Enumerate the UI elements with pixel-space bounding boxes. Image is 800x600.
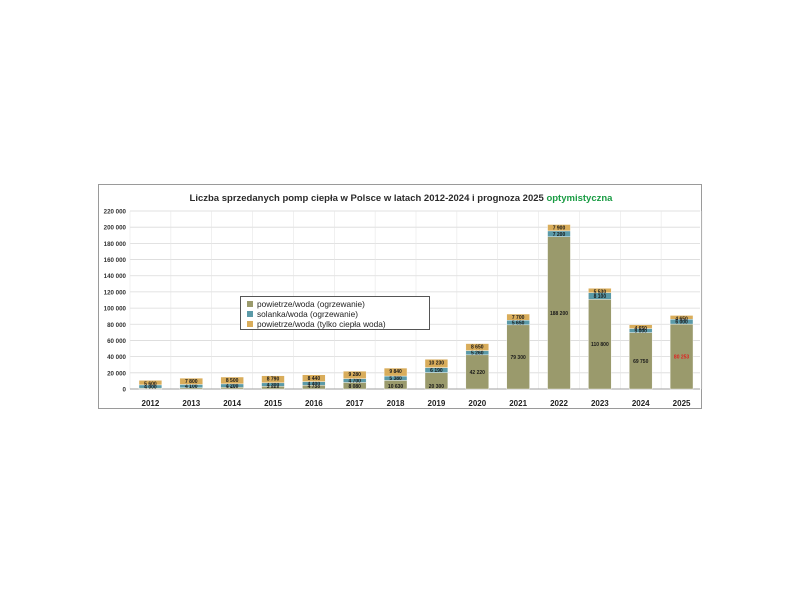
data-label: 4 200 <box>226 384 239 390</box>
data-label: 4 650 <box>675 316 688 322</box>
data-label: 7 900 <box>553 226 566 232</box>
data-label: 7 800 <box>185 379 198 385</box>
data-label: 10 630 <box>388 384 404 390</box>
x-tick-label: 2015 <box>264 399 282 408</box>
chart-title-accent: optymistyczna <box>546 193 613 204</box>
legend-item-cwu: powietrze/woda (tylko ciepła woda) <box>247 319 423 329</box>
legend-label-solanka-woda: solanka/woda (ogrzewanie) <box>257 309 359 319</box>
y-tick-label: 20 000 <box>107 370 126 377</box>
data-label: 110 800 <box>591 342 609 348</box>
data-label: 5 380 <box>389 376 402 382</box>
data-label: 4 650 <box>634 326 647 332</box>
y-tick-label: 120 000 <box>104 289 127 296</box>
data-label: 79 300 <box>510 355 526 361</box>
data-label: 5 000 <box>634 329 647 335</box>
bar-segment <box>138 380 163 386</box>
y-tick-label: 180 000 <box>104 241 127 248</box>
data-label: 69 750 <box>633 359 649 365</box>
x-tick-label: 2022 <box>550 399 568 408</box>
y-tick-label: 60 000 <box>107 338 126 345</box>
data-label: 4 000 <box>144 385 157 391</box>
y-tick-label: 40 000 <box>107 354 126 361</box>
legend-swatch-cwu <box>247 321 253 327</box>
legend-swatch-solanka-woda <box>247 311 253 317</box>
data-label: 4 730 <box>308 384 321 390</box>
data-label: 4 700 <box>348 379 361 385</box>
x-tick-label: 2013 <box>182 399 200 408</box>
legend-item-solanka-woda: solanka/woda (ogrzewanie) <box>247 309 423 319</box>
data-label: 8 790 <box>267 377 280 383</box>
data-label: 20 300 <box>429 384 445 390</box>
chart-title-main: Liczba sprzedanych pomp ciepła w Polsce … <box>189 193 547 204</box>
data-label: 5 530 <box>594 289 607 295</box>
y-tick-label: 0 <box>123 387 127 394</box>
x-tick-label: 2016 <box>305 399 323 408</box>
data-label: 5 260 <box>471 351 484 357</box>
x-tick-label: 2020 <box>468 399 486 408</box>
bar-segment <box>669 315 694 320</box>
bar-segment <box>465 343 489 351</box>
legend-label-powietrze-woda: powietrze/woda (ogrzewanie) <box>257 299 365 309</box>
bar-segment <box>506 313 530 321</box>
bar-segment <box>261 375 285 384</box>
legend-label-cwu: powietrze/woda (tylko ciepła woda) <box>257 319 386 329</box>
data-label: 8 080 <box>348 384 361 390</box>
data-label: 42 220 <box>470 370 486 376</box>
y-tick-label: 140 000 <box>104 273 127 280</box>
x-tick-label: 2021 <box>509 399 527 408</box>
y-tick-label: 220 000 <box>104 209 127 216</box>
data-label: 5 650 <box>512 321 525 327</box>
x-tick-label: 2025 <box>673 399 691 408</box>
data-label: 8 440 <box>308 376 321 382</box>
chart-legend: powietrze/woda (ogrzewanie) solanka/woda… <box>240 296 430 330</box>
y-tick-label: 200 000 <box>104 225 127 232</box>
x-tick-label: 2017 <box>346 399 364 408</box>
data-label: 7 700 <box>512 315 525 321</box>
bar-segment <box>179 377 203 385</box>
y-tick-label: 100 000 <box>104 306 127 313</box>
data-label: 188 200 <box>550 311 568 317</box>
data-label: 3 320 <box>267 384 280 390</box>
data-label: 9 280 <box>348 372 361 378</box>
data-label: 10 230 <box>429 360 445 366</box>
x-tick-label: 2023 <box>591 399 609 408</box>
bar-segment <box>343 370 367 379</box>
data-label: 8 650 <box>471 345 484 351</box>
data-label: 6 000 <box>675 320 688 326</box>
bar-segment <box>383 367 408 377</box>
bar-segment <box>547 224 571 232</box>
data-label: 4 100 <box>185 384 198 390</box>
x-tick-label: 2014 <box>223 399 241 408</box>
chart-title: Liczba sprzedanych pomp ciepła w Polsce … <box>99 193 703 204</box>
data-label: 7 200 <box>553 232 566 238</box>
data-label: 5 600 <box>144 381 157 387</box>
data-label: 8 100 <box>594 294 607 300</box>
y-tick-label: 80 000 <box>107 322 126 329</box>
x-tick-label: 2018 <box>387 399 405 408</box>
bar-segment <box>302 374 326 382</box>
data-label: 8 500 <box>226 378 239 384</box>
data-label: 4 300 <box>267 383 280 389</box>
data-label: 80 253 <box>674 355 690 361</box>
legend-swatch-powietrze-woda <box>247 301 253 307</box>
data-label: 6 190 <box>430 368 443 374</box>
legend-item-powietrze-woda: powietrze/woda (ogrzewanie) <box>247 299 423 309</box>
x-tick-label: 2012 <box>142 399 160 408</box>
bar-segment <box>424 359 449 368</box>
x-tick-label: 2019 <box>428 399 446 408</box>
bar-segment <box>588 288 612 293</box>
data-label: 4 400 <box>308 381 321 387</box>
bar-segment <box>629 324 653 329</box>
x-tick-label: 2024 <box>632 399 650 408</box>
data-label: 9 840 <box>389 369 402 375</box>
bar-segment <box>220 376 244 385</box>
y-tick-label: 160 000 <box>104 257 127 264</box>
